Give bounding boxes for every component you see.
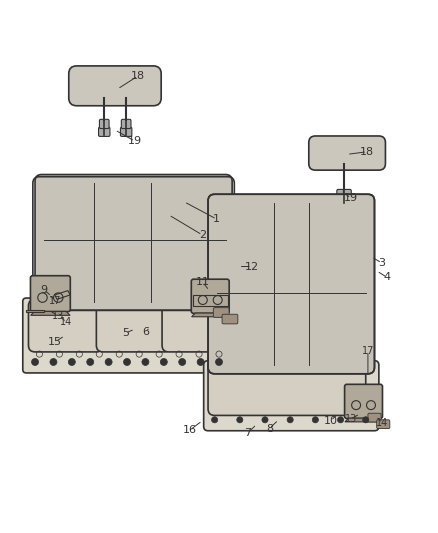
Polygon shape [192,313,229,317]
Text: 13: 13 [345,414,357,424]
Text: 5: 5 [122,328,129,338]
Polygon shape [345,418,382,422]
Text: 2: 2 [199,230,206,240]
FancyBboxPatch shape [208,194,374,374]
FancyBboxPatch shape [162,300,223,352]
Text: 19: 19 [344,193,358,203]
FancyBboxPatch shape [69,66,161,106]
FancyBboxPatch shape [28,300,103,352]
FancyBboxPatch shape [368,413,381,422]
Text: 1: 1 [213,214,220,224]
Text: 16: 16 [183,425,197,435]
Circle shape [160,359,167,366]
Text: 10: 10 [324,416,338,426]
FancyBboxPatch shape [96,300,171,352]
Text: 15: 15 [48,337,62,347]
FancyBboxPatch shape [191,279,229,313]
Circle shape [237,417,243,423]
Text: 9: 9 [40,285,47,295]
Circle shape [363,417,369,423]
FancyBboxPatch shape [99,119,109,128]
FancyBboxPatch shape [343,196,352,204]
FancyBboxPatch shape [120,127,132,136]
Text: 4: 4 [384,272,391,282]
Text: 6: 6 [142,327,149,337]
Polygon shape [31,311,70,316]
FancyBboxPatch shape [377,420,390,429]
Polygon shape [151,185,226,302]
FancyBboxPatch shape [35,174,232,310]
FancyBboxPatch shape [204,361,379,431]
Text: 3: 3 [378,258,385,268]
FancyBboxPatch shape [213,308,229,317]
Circle shape [50,359,57,366]
FancyBboxPatch shape [345,384,382,418]
FancyBboxPatch shape [99,127,110,136]
Text: 11: 11 [195,277,209,287]
FancyBboxPatch shape [336,196,345,204]
Circle shape [124,359,131,366]
Circle shape [212,417,218,423]
Polygon shape [217,203,274,365]
Text: 14: 14 [60,317,73,327]
Circle shape [105,359,112,366]
Text: 14: 14 [376,418,388,429]
Circle shape [32,359,39,366]
Circle shape [312,417,318,423]
Circle shape [142,359,149,366]
Polygon shape [44,185,94,302]
Polygon shape [26,310,44,312]
FancyBboxPatch shape [121,119,131,128]
FancyBboxPatch shape [309,136,385,170]
FancyBboxPatch shape [208,361,366,415]
Text: 17: 17 [49,296,61,305]
Circle shape [87,359,94,366]
Polygon shape [193,295,228,306]
Text: 18: 18 [360,147,374,157]
Circle shape [215,359,223,366]
FancyBboxPatch shape [337,189,345,198]
FancyBboxPatch shape [222,314,238,324]
Circle shape [337,417,343,423]
FancyBboxPatch shape [343,189,351,198]
Text: 13: 13 [52,311,64,320]
Text: 8: 8 [266,424,273,433]
Text: 12: 12 [245,262,259,271]
FancyBboxPatch shape [23,298,236,373]
Circle shape [179,359,186,366]
Circle shape [287,417,293,423]
Circle shape [197,359,204,366]
Polygon shape [55,290,70,300]
Circle shape [68,359,75,366]
Text: 17: 17 [362,345,374,356]
Circle shape [262,417,268,423]
Text: 19: 19 [128,136,142,146]
Text: 18: 18 [131,71,145,81]
Polygon shape [309,203,366,365]
Text: 7: 7 [244,428,251,438]
FancyBboxPatch shape [31,276,70,312]
